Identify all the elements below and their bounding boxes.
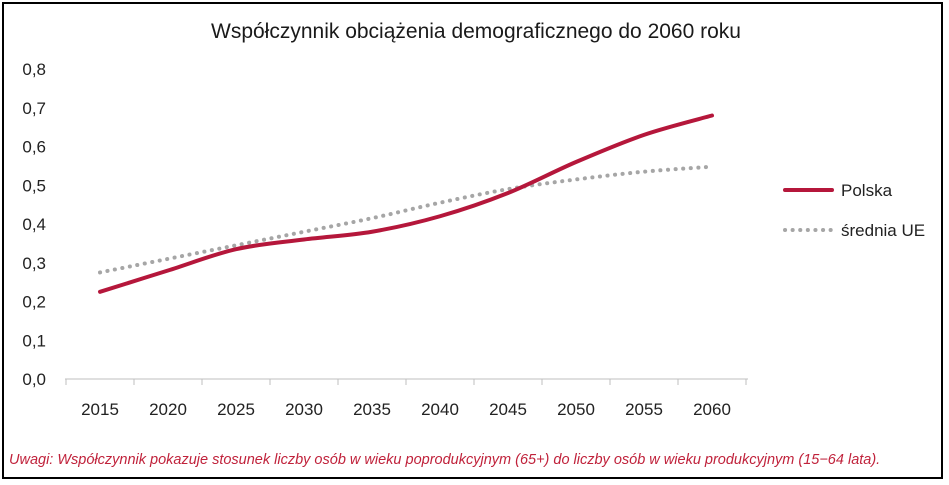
x-tick-label: 2055 bbox=[625, 400, 663, 419]
y-tick-label: 0,8 bbox=[22, 60, 46, 79]
y-tick-label: 0,1 bbox=[22, 331, 46, 350]
y-tick-label: 0,0 bbox=[22, 370, 46, 389]
y-tick-label: 0,6 bbox=[22, 138, 46, 157]
x-tick-label: 2050 bbox=[557, 400, 595, 419]
x-tick-label: 2040 bbox=[421, 400, 459, 419]
x-tick-label: 2035 bbox=[353, 400, 391, 419]
y-tick-label: 0,5 bbox=[22, 176, 46, 195]
y-tick-label: 0,3 bbox=[22, 254, 46, 273]
y-tick-label: 0,4 bbox=[22, 215, 46, 234]
legend-label: Polska bbox=[841, 181, 893, 200]
x-tick-label: 2060 bbox=[693, 400, 731, 419]
chart-frame bbox=[2, 2, 943, 479]
x-tick-label: 2030 bbox=[285, 400, 323, 419]
series-line-srednia-ue bbox=[98, 164, 714, 275]
y-tick-label: 0,7 bbox=[22, 99, 46, 118]
legend-label: średnia UE bbox=[841, 221, 925, 240]
x-tick-label: 2020 bbox=[149, 400, 187, 419]
footnote: Uwagi: Współczynnik pokazuje stosunek li… bbox=[9, 452, 881, 468]
x-tick-label: 2025 bbox=[217, 400, 255, 419]
series-layer bbox=[98, 113, 714, 294]
series-line-polska bbox=[98, 113, 714, 294]
legend: Polska średnia UE bbox=[783, 181, 925, 240]
axes: 0,0 0,1 0,2 0,3 0,4 0,5 0,6 0,7 0,8 2015 2020 2025 2… bbox=[22, 60, 748, 419]
y-tick-label: 0,2 bbox=[22, 293, 46, 312]
x-tick-label: 2045 bbox=[489, 400, 527, 419]
chart-title: Współczynnik obciążenia demograficznego … bbox=[211, 20, 741, 43]
x-tick-label: 2015 bbox=[81, 400, 119, 419]
